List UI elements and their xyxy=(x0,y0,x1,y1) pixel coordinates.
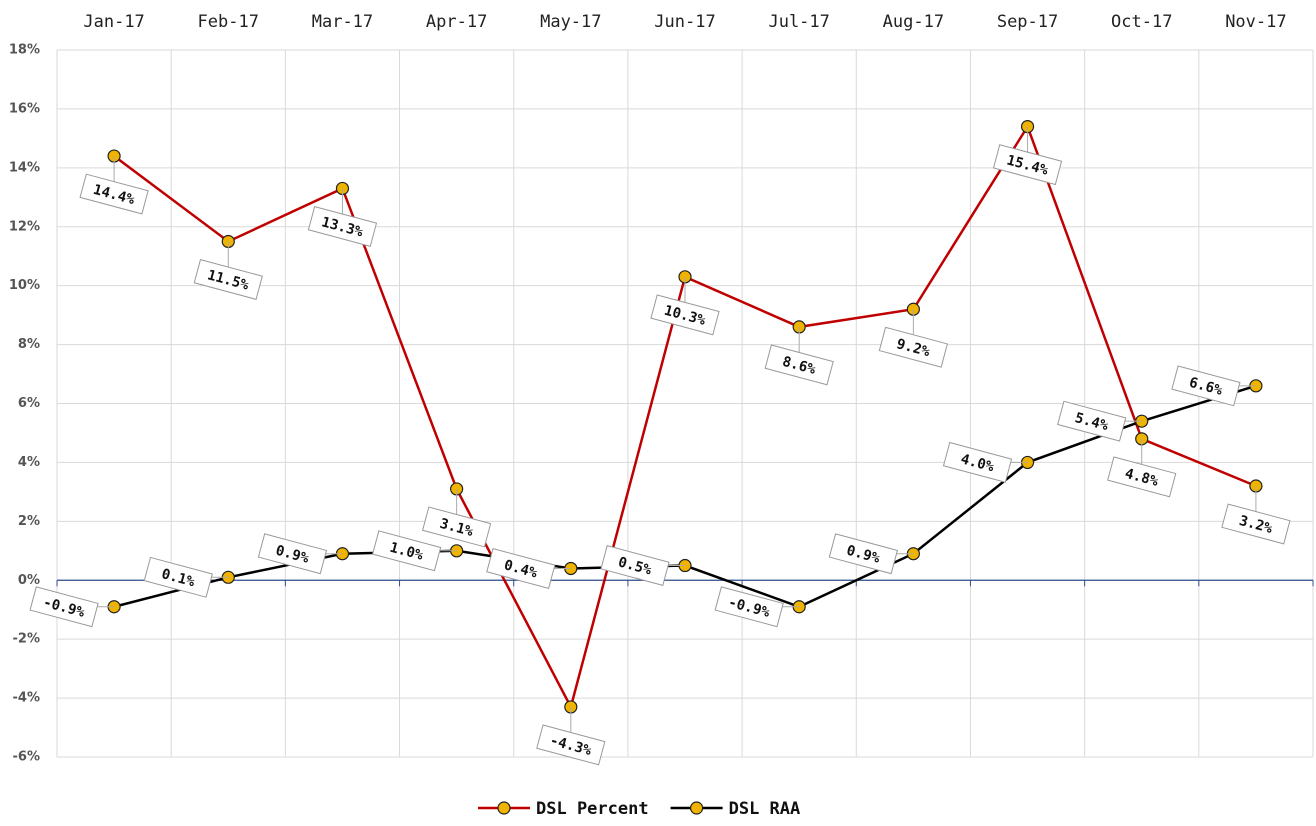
x-tick-label: Nov-17 xyxy=(1225,12,1286,32)
x-tick-label: Sep-17 xyxy=(997,12,1058,32)
legend-marker xyxy=(689,801,704,815)
data-label-box xyxy=(764,344,834,386)
y-tick-label: -4% xyxy=(13,691,40,706)
data-label: 1.0% xyxy=(372,530,442,572)
data-label-box xyxy=(536,724,606,766)
data-label: 4.8% xyxy=(1107,456,1177,498)
x-tick-label: Oct-17 xyxy=(1111,12,1172,32)
data-label-box xyxy=(422,506,492,548)
data-label-box xyxy=(143,556,213,598)
data-label-box xyxy=(828,533,898,575)
data-label-box xyxy=(714,586,784,628)
data-label-box xyxy=(942,441,1013,483)
data-label-box xyxy=(257,533,328,575)
x-tick-label: Jun-17 xyxy=(654,12,715,32)
data-label: 10.3% xyxy=(650,294,720,336)
data-label: -0.9% xyxy=(714,586,784,628)
y-tick-label: 6% xyxy=(18,396,40,411)
data-label-box xyxy=(1221,503,1291,545)
x-tick-label: Jul-17 xyxy=(768,12,829,32)
x-tick-label: Mar-17 xyxy=(312,12,373,32)
x-tick-label: May-17 xyxy=(540,12,601,32)
data-label: 0.9% xyxy=(828,533,898,575)
y-tick-label: -2% xyxy=(13,632,40,647)
data-label-box xyxy=(650,294,720,336)
data-label: 6.6% xyxy=(1171,365,1241,407)
y-tick-label: 16% xyxy=(9,101,40,116)
x-tick-label: Apr-17 xyxy=(426,12,487,32)
y-tick-label: 18% xyxy=(9,43,40,58)
y-tick-label: -6% xyxy=(13,750,40,765)
data-label: 0.9% xyxy=(257,533,328,575)
legend-label: DSL RAA xyxy=(729,799,801,819)
data-label-box xyxy=(1057,400,1127,442)
y-tick-label: 8% xyxy=(18,337,40,352)
data-label: 14.4% xyxy=(79,173,149,215)
legend-marker xyxy=(497,801,511,815)
data-label: 5.4% xyxy=(1057,400,1127,442)
data-label-box xyxy=(1107,456,1177,498)
data-label: 0.1% xyxy=(143,556,213,598)
data-label: 3.1% xyxy=(422,506,492,548)
y-tick-label: 14% xyxy=(9,160,40,175)
data-label-box xyxy=(372,530,442,572)
data-label-box xyxy=(307,205,378,247)
x-tick-label: Feb-17 xyxy=(198,12,259,32)
x-tick-label: Jan-17 xyxy=(83,12,144,32)
data-label: 4.0% xyxy=(942,441,1013,483)
data-label-box xyxy=(29,586,99,628)
y-tick-label: 10% xyxy=(9,278,40,293)
data-label-box xyxy=(486,547,556,589)
data-label-box xyxy=(992,144,1063,186)
data-label-box xyxy=(79,173,149,215)
data-label-box xyxy=(600,545,670,587)
data-label: 3.2% xyxy=(1221,503,1291,545)
x-tick-label: Aug-17 xyxy=(883,12,944,32)
data-label: 8.6% xyxy=(764,344,834,386)
data-label: 9.2% xyxy=(878,326,948,368)
data-label: 0.5% xyxy=(600,545,670,587)
y-tick-label: 2% xyxy=(18,514,40,529)
legend-label: DSL Percent xyxy=(536,799,649,819)
data-label: 0.4% xyxy=(486,547,556,589)
data-label: 11.5% xyxy=(193,258,263,300)
y-tick-label: 12% xyxy=(9,219,40,234)
data-label-box xyxy=(1171,365,1241,407)
y-tick-label: 4% xyxy=(18,455,40,470)
y-tick-label: 0% xyxy=(18,573,40,588)
data-label: -0.9% xyxy=(29,586,99,628)
data-label-box xyxy=(878,326,948,368)
data-label-box xyxy=(193,258,263,300)
